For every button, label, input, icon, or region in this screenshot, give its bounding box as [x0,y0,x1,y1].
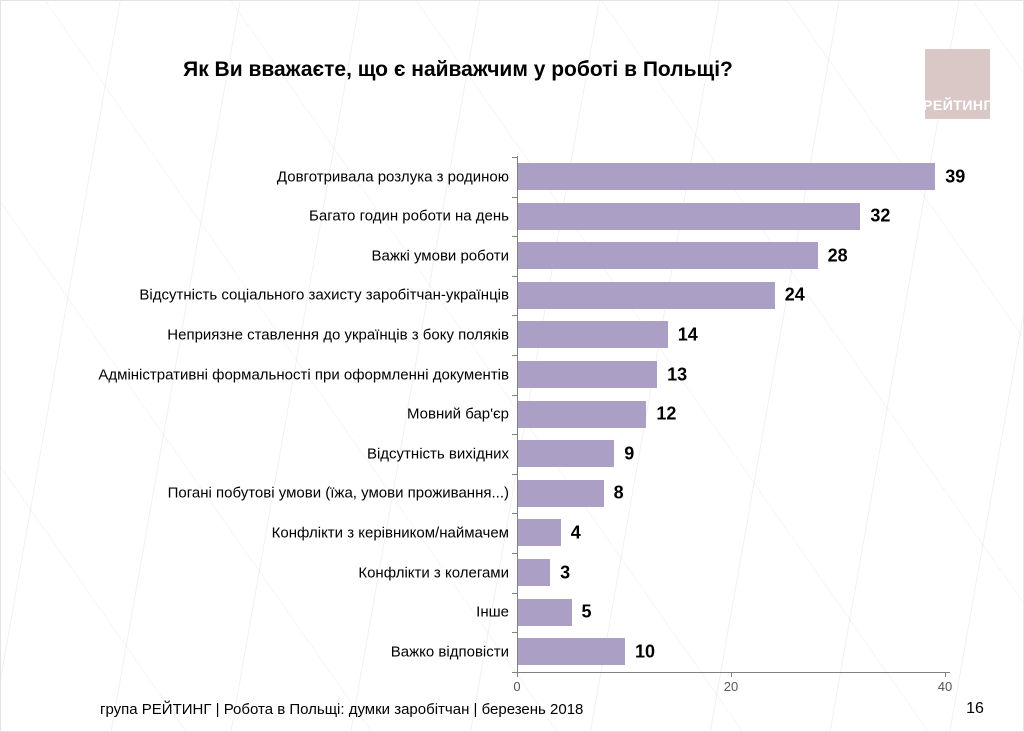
category-label: Відсутність соціального захисту заробітч… [139,286,509,304]
category-axis-tick [512,196,517,198]
value-label: 14 [677,324,698,345]
category-axis-tick [512,275,517,277]
chart-row: Відсутність соціального захисту заробітч… [0,281,1024,309]
value-axis-tick-label: 40 [937,679,953,694]
chart-row: Погані побутові умови (їжа, умови прожив… [0,479,1024,507]
bar [518,242,818,270]
value-axis-tick [731,672,732,677]
chart-row: Мовний бар'єр 12 [0,400,1024,428]
category-axis-tick [512,553,517,554]
value-label: 3 [560,562,571,582]
category-axis-tick [512,513,517,515]
rating-logo: РЕЙТИНГ [923,49,992,119]
category-label: Конфлікти з керівником/наймачем [271,524,509,542]
bar [518,638,625,666]
value-label: 39 [945,166,966,186]
category-label: Неприязне ставлення до українців з боку … [167,326,509,344]
category-axis-line [517,156,518,673]
chart-row: Інше 5 [0,598,1024,626]
value-label: 24 [784,284,805,305]
value-label: 10 [635,641,656,662]
chart-row: Неприязне ставлення до українців з боку … [0,321,1024,349]
value-axis-tick-label: 20 [723,679,739,694]
value-axis-tick [945,672,946,677]
value-label: 32 [870,205,891,226]
value-label: 5 [581,601,592,622]
bar [518,163,936,190]
category-axis-tick [512,434,517,436]
category-label: Важкі умови роботи [371,247,509,265]
chart-row: Багато годин роботи на день 32 [0,202,1024,230]
category-label: Погані побутові умови (їжа, умови прожив… [167,484,509,502]
bar [518,598,572,626]
chart-row: Конфлікти з колегами 3 [0,559,1024,586]
bar [518,361,658,388]
bar [518,400,647,428]
category-axis-tick [512,592,517,594]
chart-row: Довготривала розлука з родиною 39 [0,163,1024,190]
category-label: Відсутність вихідних [366,445,509,463]
chart-row: Важко відповісти 10 [0,638,1024,666]
category-axis-tick [512,394,517,396]
bar [518,202,861,230]
category-label: Мовний бар'єр [407,405,509,423]
category-label: Багато годин роботи на день [309,207,509,225]
bar [518,559,551,586]
chart-row: Конфлікти з керівником/наймачем 4 [0,519,1024,547]
category-label: Конфлікти з колегами [358,564,509,581]
bar [518,440,615,468]
bar [518,519,561,547]
category-axis-tick [512,236,517,238]
category-axis-tick [512,473,517,475]
value-label: 9 [624,443,635,464]
category-axis-tick [512,315,517,317]
chart-row: Відсутність вихідних 9 [0,440,1024,468]
value-axis-tick-label: 0 [513,679,521,694]
bar [518,479,604,507]
category-axis-tick [512,355,517,356]
category-label: Довготривала розлука з родиною [276,168,509,185]
value-label: 13 [667,364,688,384]
bar [518,321,668,349]
page-number: 16 [966,700,984,717]
category-axis-tick [512,671,517,673]
category-axis-tick [512,632,517,634]
bar [518,281,775,309]
category-label: Важко відповісти [390,643,509,661]
value-label: 8 [613,482,624,503]
value-label: 28 [827,245,848,266]
value-label: 4 [570,522,581,543]
category-axis-tick [512,157,517,158]
page-title: Як Ви вважаєте, що є найважчим у роботі … [183,58,733,81]
value-label: 12 [656,403,677,424]
value-axis-tick [517,672,518,677]
rating-logo-text: РЕЙТИНГ [923,97,992,113]
category-label: Адміністративні формальності при оформле… [98,366,509,383]
chart-row: Адміністративні формальності при оформле… [0,361,1024,388]
chart-row: Важкі умови роботи 28 [0,242,1024,270]
category-label: Інше [476,603,509,621]
footer-source: група РЕЙТИНГ | Робота в Польщі: думки з… [100,701,584,718]
